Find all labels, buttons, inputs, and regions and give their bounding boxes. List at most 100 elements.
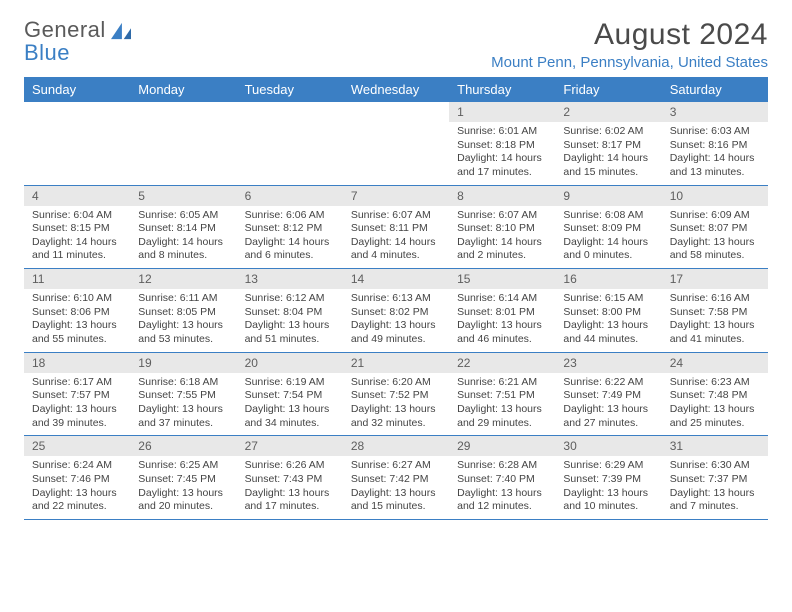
sunrise-text: Sunrise: 6:07 AM: [351, 209, 441, 223]
sunrise-text: Sunrise: 6:14 AM: [457, 292, 547, 306]
day-detail-cell: [237, 122, 343, 185]
daylight-text-2: and 51 minutes.: [245, 333, 335, 347]
daylight-text-2: and 6 minutes.: [245, 249, 335, 263]
day-detail-row: Sunrise: 6:04 AMSunset: 8:15 PMDaylight:…: [24, 206, 768, 269]
sunrise-text: Sunrise: 6:02 AM: [563, 125, 653, 139]
page-header: GeneralBlue August 2024 Mount Penn, Penn…: [24, 18, 768, 71]
day-number-cell: 23: [555, 352, 661, 373]
day-detail-cell: Sunrise: 6:23 AMSunset: 7:48 PMDaylight:…: [662, 373, 768, 436]
day-number-cell: 19: [130, 352, 236, 373]
daylight-text-2: and 53 minutes.: [138, 333, 228, 347]
day-detail-cell: Sunrise: 6:21 AMSunset: 7:51 PMDaylight:…: [449, 373, 555, 436]
brand-part1: General: [24, 18, 106, 41]
sunset-text: Sunset: 8:02 PM: [351, 306, 441, 320]
sunset-text: Sunset: 7:52 PM: [351, 389, 441, 403]
daylight-text-2: and 32 minutes.: [351, 417, 441, 431]
sunrise-text: Sunrise: 6:29 AM: [563, 459, 653, 473]
day-detail-cell: Sunrise: 6:12 AMSunset: 8:04 PMDaylight:…: [237, 289, 343, 352]
sunset-text: Sunset: 8:01 PM: [457, 306, 547, 320]
sunrise-text: Sunrise: 6:06 AM: [245, 209, 335, 223]
day-number-cell: 1: [449, 102, 555, 122]
day-number-cell: 21: [343, 352, 449, 373]
sunset-text: Sunset: 7:51 PM: [457, 389, 547, 403]
daylight-text-2: and 17 minutes.: [245, 500, 335, 514]
day-detail-cell: Sunrise: 6:16 AMSunset: 7:58 PMDaylight:…: [662, 289, 768, 352]
sunrise-text: Sunrise: 6:26 AM: [245, 459, 335, 473]
sunset-text: Sunset: 7:48 PM: [670, 389, 760, 403]
daylight-text-2: and 34 minutes.: [245, 417, 335, 431]
day-number-cell: 13: [237, 269, 343, 290]
day-detail-row: Sunrise: 6:10 AMSunset: 8:06 PMDaylight:…: [24, 289, 768, 352]
sunset-text: Sunset: 7:54 PM: [245, 389, 335, 403]
daylight-text-1: Daylight: 13 hours: [457, 487, 547, 501]
sunset-text: Sunset: 7:55 PM: [138, 389, 228, 403]
daylight-text-1: Daylight: 14 hours: [670, 152, 760, 166]
daylight-text-1: Daylight: 14 hours: [563, 152, 653, 166]
daylight-text-1: Daylight: 13 hours: [670, 403, 760, 417]
daylight-text-2: and 10 minutes.: [563, 500, 653, 514]
daylight-text-1: Daylight: 13 hours: [32, 403, 122, 417]
sunset-text: Sunset: 8:04 PM: [245, 306, 335, 320]
day-number-cell: 25: [24, 436, 130, 457]
sunrise-text: Sunrise: 6:27 AM: [351, 459, 441, 473]
sunrise-text: Sunrise: 6:21 AM: [457, 376, 547, 390]
sunset-text: Sunset: 8:16 PM: [670, 139, 760, 153]
daylight-text-2: and 8 minutes.: [138, 249, 228, 263]
sunset-text: Sunset: 8:05 PM: [138, 306, 228, 320]
day-detail-row: Sunrise: 6:01 AMSunset: 8:18 PMDaylight:…: [24, 122, 768, 185]
day-number-cell: 22: [449, 352, 555, 373]
sunset-text: Sunset: 7:43 PM: [245, 473, 335, 487]
day-number-row: 11121314151617: [24, 269, 768, 290]
day-number-cell: 20: [237, 352, 343, 373]
sunrise-text: Sunrise: 6:03 AM: [670, 125, 760, 139]
day-number-cell: [343, 102, 449, 122]
daylight-text-2: and 20 minutes.: [138, 500, 228, 514]
daylight-text-2: and 11 minutes.: [32, 249, 122, 263]
daylight-text-1: Daylight: 13 hours: [351, 487, 441, 501]
daylight-text-2: and 25 minutes.: [670, 417, 760, 431]
day-number-cell: 6: [237, 185, 343, 206]
day-header: Thursday: [449, 77, 555, 102]
sunrise-text: Sunrise: 6:17 AM: [32, 376, 122, 390]
daylight-text-2: and 2 minutes.: [457, 249, 547, 263]
day-detail-cell: Sunrise: 6:04 AMSunset: 8:15 PMDaylight:…: [24, 206, 130, 269]
day-number-cell: 27: [237, 436, 343, 457]
daylight-text-2: and 17 minutes.: [457, 166, 547, 180]
sunset-text: Sunset: 7:37 PM: [670, 473, 760, 487]
daylight-text-1: Daylight: 13 hours: [457, 319, 547, 333]
sunrise-text: Sunrise: 6:01 AM: [457, 125, 547, 139]
day-number-cell: 17: [662, 269, 768, 290]
day-number-row: 123: [24, 102, 768, 122]
sunset-text: Sunset: 8:06 PM: [32, 306, 122, 320]
calendar-table: SundayMondayTuesdayWednesdayThursdayFrid…: [24, 77, 768, 520]
day-number-row: 25262728293031: [24, 436, 768, 457]
day-header: Friday: [555, 77, 661, 102]
day-header: Tuesday: [237, 77, 343, 102]
sunset-text: Sunset: 8:00 PM: [563, 306, 653, 320]
day-number-cell: 30: [555, 436, 661, 457]
day-number-cell: 9: [555, 185, 661, 206]
sunrise-text: Sunrise: 6:05 AM: [138, 209, 228, 223]
day-detail-cell: Sunrise: 6:14 AMSunset: 8:01 PMDaylight:…: [449, 289, 555, 352]
sunrise-text: Sunrise: 6:07 AM: [457, 209, 547, 223]
calendar-body: 123Sunrise: 6:01 AMSunset: 8:18 PMDaylig…: [24, 102, 768, 519]
sunrise-text: Sunrise: 6:20 AM: [351, 376, 441, 390]
day-detail-cell: Sunrise: 6:01 AMSunset: 8:18 PMDaylight:…: [449, 122, 555, 185]
location-subtitle: Mount Penn, Pennsylvania, United States: [491, 54, 768, 71]
day-detail-cell: [343, 122, 449, 185]
day-number-cell: [24, 102, 130, 122]
day-number-cell: 16: [555, 269, 661, 290]
daylight-text-2: and 41 minutes.: [670, 333, 760, 347]
day-number-cell: 12: [130, 269, 236, 290]
sunrise-text: Sunrise: 6:28 AM: [457, 459, 547, 473]
day-detail-row: Sunrise: 6:17 AMSunset: 7:57 PMDaylight:…: [24, 373, 768, 436]
day-detail-cell: Sunrise: 6:25 AMSunset: 7:45 PMDaylight:…: [130, 456, 236, 519]
daylight-text-1: Daylight: 13 hours: [457, 403, 547, 417]
day-number-cell: 10: [662, 185, 768, 206]
sunset-text: Sunset: 7:39 PM: [563, 473, 653, 487]
sunrise-text: Sunrise: 6:12 AM: [245, 292, 335, 306]
sunset-text: Sunset: 7:57 PM: [32, 389, 122, 403]
day-number-row: 45678910: [24, 185, 768, 206]
day-detail-cell: [130, 122, 236, 185]
sunset-text: Sunset: 8:12 PM: [245, 222, 335, 236]
